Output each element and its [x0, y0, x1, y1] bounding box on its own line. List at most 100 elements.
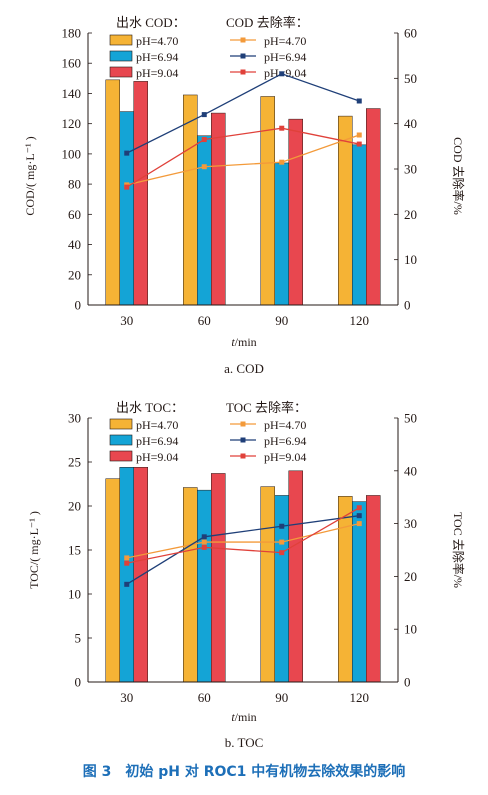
bar-ph904-t120	[366, 108, 381, 306]
x-tick-label: 60	[198, 690, 211, 705]
y-tick-label: 10	[68, 587, 81, 602]
legend-label-bar-ph694: pH=6.94	[136, 434, 178, 448]
bar-ph904-t90	[288, 118, 303, 306]
y2-axis-title: COD 去除率/%	[451, 137, 466, 215]
bar-ph470-t60	[183, 487, 198, 683]
y-tick-label: 140	[62, 86, 82, 101]
point-removal-ph470-t60	[201, 539, 207, 545]
bar-ph904-t30	[133, 467, 148, 683]
y-tick-label: 25	[68, 455, 81, 470]
point-removal-ph694-t120	[356, 98, 362, 104]
x-tick-label: 60	[198, 313, 211, 328]
legend-label-line-ph694: pH=6.94	[264, 434, 306, 448]
y-tick-label: 30	[68, 411, 81, 426]
y-tick-label: 0	[75, 675, 82, 690]
y-tick-label: 80	[68, 177, 81, 192]
y-tick-label: 160	[62, 56, 82, 71]
y-tick-label: 180	[62, 26, 82, 41]
y-tick-label: 120	[62, 116, 82, 131]
y-axis-title: COD/( mg·L⁻¹ )	[23, 136, 37, 215]
line-removal-ph470	[126, 134, 360, 186]
legend-swatch-ph904	[109, 450, 133, 462]
legend-label-bar-ph904: pH=9.04	[136, 450, 178, 464]
bar-ph694-t120	[352, 144, 367, 306]
bar-ph694-t120	[352, 501, 367, 683]
line-removal-ph470	[126, 522, 360, 559]
x-tick-label: 90	[275, 313, 288, 328]
bar-ph904-t30	[133, 81, 148, 306]
bar-ph470-t90	[260, 96, 275, 306]
x-tick-label: 120	[350, 690, 370, 705]
point-removal-ph694-t30	[124, 581, 130, 587]
legend-toc: 出水 TOC： TOC 去除率： pH=4.70 pH=6.94 pH=9.04…	[109, 400, 307, 464]
line-removal-ph904	[126, 507, 360, 564]
legend-label-line-ph470: pH=4.70	[264, 418, 306, 432]
y2-tick-label: 40	[404, 463, 417, 478]
y-tick-label: 20	[68, 267, 81, 282]
legend-swatch-ph470	[109, 34, 133, 46]
bars-cod	[105, 79, 381, 306]
chart-toc: 出水 TOC： TOC 去除率： pH=4.70 pH=6.94 pH=9.04…	[27, 400, 466, 750]
subcaption-cod: a. COD	[224, 361, 264, 376]
y2-tick-label: 30	[404, 162, 417, 177]
legend-bar-title: 出水 TOC：	[116, 400, 184, 415]
legend-marker-ph470	[240, 421, 246, 427]
y2-tick-label: 0	[404, 675, 411, 690]
point-removal-ph470-t90	[279, 159, 285, 165]
legend-label-bar-ph470: pH=4.70	[136, 34, 178, 48]
legend-marker-ph904	[240, 69, 246, 75]
bar-ph470-t30	[105, 79, 120, 306]
bar-ph904-t60	[211, 473, 226, 683]
lines-cod	[124, 71, 362, 190]
point-removal-ph470-t30	[124, 555, 130, 561]
y2-tick-label: 10	[404, 622, 417, 637]
legend-line-title: COD 去除率：	[226, 15, 309, 30]
legend-swatch-ph904	[109, 66, 133, 78]
x-axis-title-var: t	[231, 335, 235, 349]
y-tick-label: 40	[68, 237, 81, 252]
point-removal-ph470-t120	[356, 521, 362, 527]
line-removal-ph694	[126, 73, 360, 154]
bar-ph694-t60	[197, 489, 212, 683]
legend-label-line-ph470: pH=4.70	[264, 34, 306, 48]
point-removal-ph904-t30	[124, 560, 130, 566]
x-axis-title-unit: /min	[235, 710, 257, 724]
bar-ph470-t120	[338, 496, 353, 683]
point-removal-ph904-t60	[201, 137, 207, 143]
x-axis-title: t/min	[231, 710, 256, 724]
x-axis-title-unit: /min	[235, 335, 257, 349]
y-tick-label: 5	[75, 631, 82, 646]
bar-ph470-t90	[260, 486, 275, 683]
y-tick-label: 60	[68, 207, 81, 222]
point-removal-ph904-t30	[124, 184, 130, 190]
lines-toc	[124, 505, 362, 587]
legend-swatch-ph694	[109, 434, 133, 446]
y2-tick-label: 40	[404, 116, 417, 131]
y2-tick-label: 50	[404, 71, 417, 86]
legend-bar-title: 出水 COD：	[116, 15, 186, 30]
point-removal-ph694-t30	[124, 150, 130, 156]
y-tick-label: 20	[68, 499, 81, 514]
bar-ph694-t30	[119, 467, 134, 683]
x-tick-label: 30	[120, 313, 133, 328]
legend-marker-ph904	[240, 453, 246, 459]
point-removal-ph694-t90	[279, 523, 285, 529]
point-removal-ph470-t120	[356, 132, 362, 138]
y-axis-title: TOC/( mg·L⁻¹ )	[27, 511, 41, 589]
point-removal-ph904-t120	[356, 141, 362, 147]
x-tick-label: 120	[350, 313, 370, 328]
y2-tick-label: 60	[404, 26, 417, 41]
point-removal-ph904-t90	[279, 125, 285, 131]
legend-marker-ph470	[240, 37, 246, 43]
legend-line-title: TOC 去除率：	[226, 400, 307, 415]
point-removal-ph904-t90	[279, 550, 285, 556]
bar-ph904-t120	[366, 495, 381, 683]
point-removal-ph470-t60	[201, 164, 207, 170]
line-removal-ph694	[126, 515, 360, 585]
legend-label-line-ph904: pH=9.04	[264, 450, 306, 464]
point-removal-ph694-t90	[279, 71, 285, 77]
bar-ph470-t120	[338, 115, 353, 306]
legend-swatch-ph694	[109, 50, 133, 62]
y-tick-label: 0	[75, 298, 82, 313]
